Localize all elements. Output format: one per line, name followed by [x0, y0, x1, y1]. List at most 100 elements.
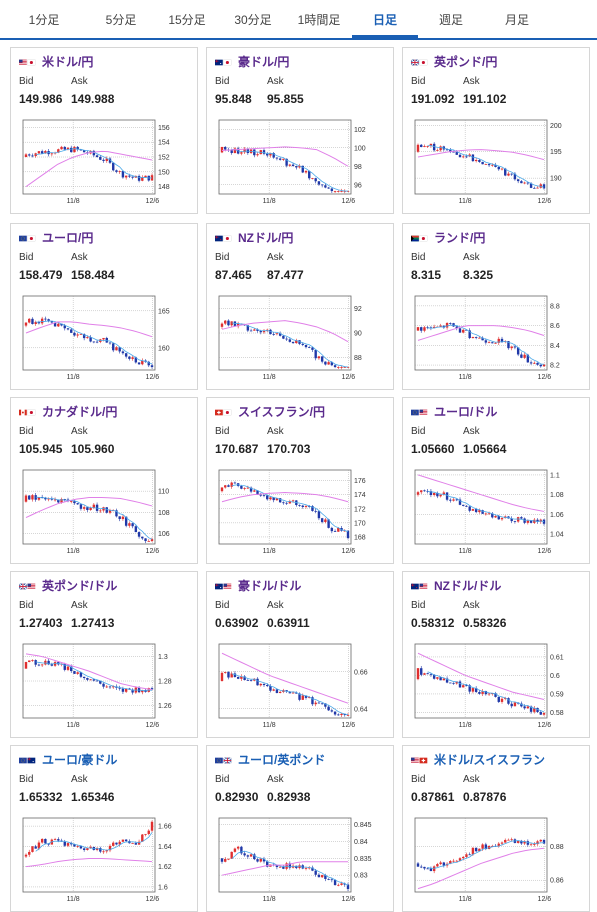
candlestick-chart: 110 108 106 11/8 12/6	[22, 469, 170, 555]
rate-card[interactable]: 英ポンド/ドル Bid Ask 1.27403 1.27413 1.3 1.28 1.26 11…	[10, 571, 198, 738]
candle-up	[526, 520, 530, 523]
candle-up	[141, 690, 144, 693]
currency-flag-icon	[19, 583, 36, 590]
pair-name[interactable]: 英ポンド/ドル	[42, 579, 118, 593]
currency-flag-icon	[411, 757, 428, 764]
tab-0[interactable]: 1分足	[28, 13, 60, 27]
bid-label: Bid	[19, 600, 34, 611]
rate-card[interactable]: NZドル/ドル Bid Ask 0.58312 0.58326 0.61 0.6 0.59 0.…	[402, 571, 590, 738]
candle-up	[278, 866, 282, 868]
rate-card[interactable]: NZドル/円 Bid Ask 87.465 87.477 92 90 88 11/8 12/6	[206, 223, 394, 390]
candle-up	[224, 671, 227, 673]
pair-name[interactable]: 米ドル/スイスフラン	[434, 753, 545, 767]
candle-down	[269, 686, 272, 691]
candle-down	[478, 160, 481, 162]
y-tick-label: 170	[354, 520, 366, 527]
candle-down	[99, 680, 102, 684]
candle-down	[288, 691, 292, 694]
moving-average-long	[221, 861, 348, 876]
candle-down	[333, 880, 337, 886]
pair-name[interactable]: 豪ドル/ドル	[238, 579, 302, 593]
rate-card[interactable]: ユーロ/円 Bid Ask 158.479 158.484 165 160 11/8 12/6	[10, 223, 198, 390]
candle-down	[269, 329, 272, 335]
ask-label: Ask	[463, 600, 480, 611]
rate-card[interactable]: 英ポンド/円 Bid Ask 191.092 191.102 200 195 190 11/8 1…	[402, 47, 590, 214]
bid-label: Bid	[215, 774, 230, 785]
candle-down	[420, 144, 423, 148]
candle-down	[79, 504, 83, 509]
candlestick-chart: 1.66 1.64 1.62 1.6 11/8 12/6	[22, 817, 172, 903]
pair-name[interactable]: ユーロ/ドル	[434, 405, 498, 419]
candle-down	[474, 337, 478, 338]
candle-up	[478, 848, 481, 852]
rate-card[interactable]: 米ドル/円 Bid Ask 149.986 149.988 156 154 152 150 148…	[10, 47, 198, 214]
candle-down	[481, 161, 484, 165]
candle-up	[112, 842, 115, 846]
bid-label: Bid	[411, 252, 426, 263]
tab-6[interactable]: 週足	[438, 13, 463, 27]
candle-up	[57, 323, 60, 327]
candle-down	[426, 868, 429, 870]
y-tick-label: 195	[550, 149, 562, 156]
candle-down	[95, 341, 99, 343]
tab-5[interactable]: 日足	[352, 0, 418, 38]
rate-card[interactable]: 米ドル/スイスフラン Bid Ask 0.87861 0.87876 0.88 0.86 11…	[402, 745, 590, 912]
pair-name[interactable]: NZドル/ドル	[434, 579, 502, 593]
pair-name[interactable]: ユーロ/英ポンド	[238, 753, 326, 767]
candle-down	[426, 327, 429, 329]
candle-up	[320, 875, 324, 878]
candle-down	[324, 875, 327, 879]
candle-down	[468, 685, 471, 692]
tab-3[interactable]: 30分足	[234, 13, 272, 27]
rate-card[interactable]: カナダドル/円 Bid Ask 105.945 105.960 110 108 106 11/8…	[10, 397, 198, 564]
candle-up	[108, 845, 112, 851]
moving-average-short	[427, 490, 545, 522]
candle-down	[70, 843, 73, 845]
pair-name[interactable]: ユーロ/円	[42, 231, 94, 245]
candle-down	[308, 347, 311, 348]
rate-card[interactable]: ユーロ/ドル Bid Ask 1.05660 1.05664 1.1 1.08 1.06 1.0…	[402, 397, 590, 564]
pair-name[interactable]: 英ポンド/円	[434, 55, 498, 69]
pair-name[interactable]: ランド/円	[434, 231, 486, 245]
pair-name[interactable]: カナダドル/円	[42, 405, 118, 419]
candle-down	[82, 334, 86, 339]
currency-flag-icon	[411, 583, 428, 590]
rate-card[interactable]: ユーロ/英ポンド Bid Ask 0.82930 0.82938 0.845 0.84 0.8…	[206, 745, 394, 912]
tab-4[interactable]: 1時間足	[297, 13, 341, 27]
rate-card[interactable]: ユーロ/豪ドル Bid Ask 1.65332 1.65346 1.66 1.64 1.62 1…	[10, 745, 198, 912]
pair-name[interactable]: ユーロ/豪ドル	[42, 753, 118, 767]
rate-card[interactable]: 豪ドル/円 Bid Ask 95.848 95.855 102 100 98 96 11/8 12/…	[206, 47, 394, 214]
candle-up	[416, 144, 420, 152]
candle-down	[426, 490, 429, 492]
pair-name[interactable]: NZドル/円	[238, 231, 294, 245]
candlestick-chart: 102 100 98 96 11/8 12/6	[218, 119, 366, 205]
bid-value: 1.05660	[411, 442, 455, 456]
candle-up	[220, 323, 224, 327]
rate-card[interactable]: スイスフラン/円 Bid Ask 170.687 170.703 176 174 172 170…	[206, 397, 394, 564]
candle-down	[73, 671, 76, 674]
candle-up	[105, 850, 108, 852]
ask-value: 149.988	[71, 92, 115, 106]
candle-down	[484, 844, 488, 849]
tab-1[interactable]: 5分足	[105, 13, 137, 27]
candle-up	[462, 329, 465, 333]
y-tick-label: 88	[354, 355, 362, 362]
pair-name[interactable]: 米ドル/円	[42, 55, 94, 69]
candle-up	[50, 153, 54, 155]
candle-down	[337, 714, 340, 716]
plot-area	[414, 119, 548, 195]
pair-name[interactable]: 豪ドル/円	[238, 55, 290, 69]
moving-average-short	[427, 671, 545, 713]
tab-2[interactable]: 15分足	[168, 13, 206, 27]
rate-card[interactable]: 豪ドル/ドル Bid Ask 0.63902 0.63911 0.66 0.64 11/8 12…	[206, 571, 394, 738]
candle-up	[484, 164, 488, 165]
candle-up	[471, 337, 475, 339]
pair-name[interactable]: スイスフラン/円	[238, 405, 325, 419]
candle-down	[497, 166, 500, 170]
candle-down	[343, 713, 346, 716]
candle-up	[542, 364, 546, 367]
candle-down	[70, 147, 73, 153]
y-tick-label: 0.84	[354, 839, 368, 846]
rate-card[interactable]: ランド/円 Bid Ask 8.315 8.325 8.8 8.6 8.4 8.2 11/8 12/…	[402, 223, 590, 390]
tab-7[interactable]: 月足	[504, 13, 529, 27]
